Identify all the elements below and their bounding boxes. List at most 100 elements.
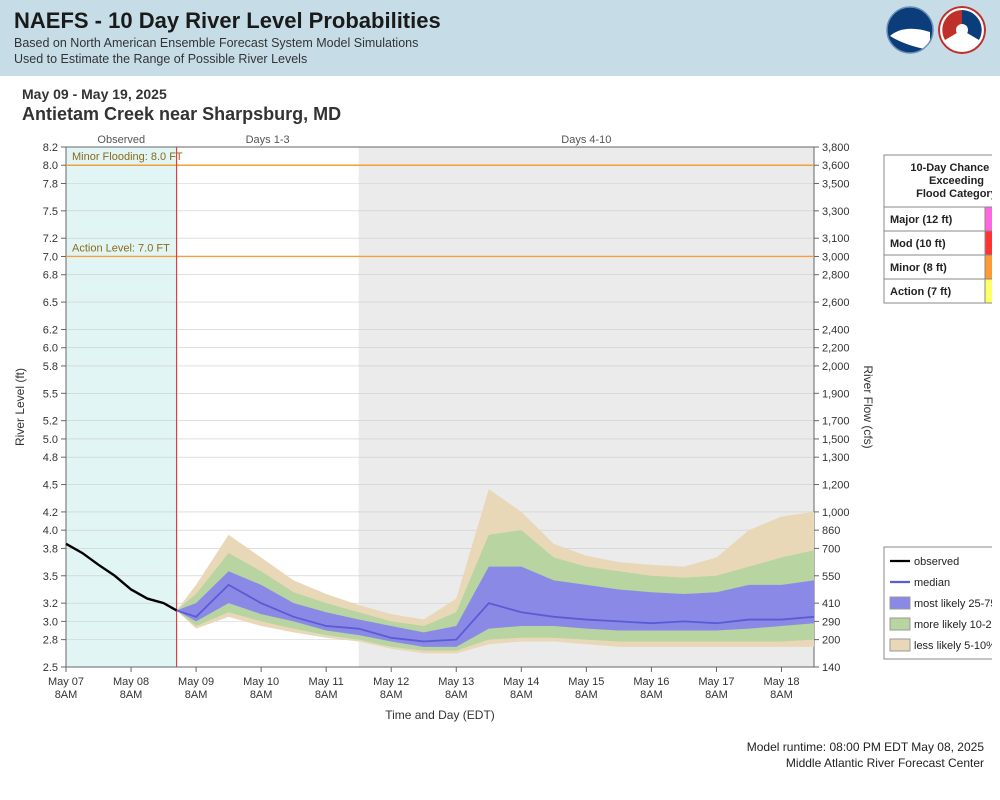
y-left-tick: 2.8 <box>43 635 58 647</box>
x-tick-date: May 18 <box>763 676 799 688</box>
legend-swatch <box>890 618 910 630</box>
days1-3-label: Days 1-3 <box>246 134 290 146</box>
y-left-tick: 7.0 <box>43 251 58 263</box>
x-tick-time: 8AM <box>380 689 403 701</box>
y-right-tick: 700 <box>822 543 840 555</box>
model-runtime: Model runtime: 08:00 PM EDT May 08, 2025 <box>0 739 984 755</box>
y-right-tick: 1,900 <box>822 388 850 400</box>
x-tick-date: May 07 <box>48 676 84 688</box>
action-label: Action Level: 7.0 FT <box>72 242 170 254</box>
y-right-tick: 2,000 <box>822 361 850 373</box>
x-tick-time: 8AM <box>185 689 208 701</box>
footer: Model runtime: 08:00 PM EDT May 08, 2025… <box>0 733 1000 791</box>
y-left-tick: 2.5 <box>43 662 58 674</box>
agency-logos <box>886 6 986 54</box>
y-right-tick: 2,600 <box>822 297 850 309</box>
legend-label: observed <box>914 556 959 568</box>
y-left-tick: 6.5 <box>43 297 58 309</box>
x-tick-date: May 12 <box>373 676 409 688</box>
y-right-tick: 3,100 <box>822 233 850 245</box>
legend-label: median <box>914 577 950 589</box>
x-tick-time: 8AM <box>770 689 793 701</box>
location-name: Antietam Creek near Sharpsburg, MD <box>22 104 986 125</box>
y-left-tick: 5.5 <box>43 388 58 400</box>
x-tick-time: 8AM <box>510 689 533 701</box>
flood-category-label: Mod (10 ft) <box>890 238 946 250</box>
y-right-tick: 3,500 <box>822 178 850 190</box>
flood-category-label: Major (12 ft) <box>890 214 953 226</box>
date-range: May 09 - May 19, 2025 <box>22 86 986 102</box>
legend-swatch <box>890 597 910 609</box>
x-tick-date: May 08 <box>113 676 149 688</box>
y-left-tick: 6.0 <box>43 343 58 355</box>
x-tick-date: May 16 <box>633 676 669 688</box>
y-left-tick: 3.8 <box>43 543 58 555</box>
page-title: NAEFS - 10 Day River Level Probabilities <box>14 8 986 34</box>
noaa-logo-icon <box>886 6 934 54</box>
flood-category-label: Minor (8 ft) <box>890 262 947 274</box>
y-right-tick: 3,000 <box>822 251 850 263</box>
header: NAEFS - 10 Day River Level Probabilities… <box>0 0 1000 76</box>
y-right-tick: 2,800 <box>822 270 850 282</box>
subtitle-2: Used to Estimate the Range of Possible R… <box>14 52 986 66</box>
y-right-tick: 550 <box>822 571 840 583</box>
observed-region <box>66 147 177 667</box>
river-level-chart: ObservedDays 1-3Days 4-102.51402.82003.0… <box>8 133 992 728</box>
flood-category-color <box>985 255 992 279</box>
forecast-center: Middle Atlantic River Forecast Center <box>0 755 984 771</box>
y-right-tick: 1,000 <box>822 507 850 519</box>
y-left-tick: 6.8 <box>43 270 58 282</box>
subtitle-1: Based on North American Ensemble Forecas… <box>14 36 986 50</box>
flood-table-title: 10-Day Chance of <box>910 162 992 174</box>
y-left-tick: 4.5 <box>43 480 58 492</box>
y-right-tick: 1,500 <box>822 434 850 446</box>
minor_flood-label: Minor Flooding: 8.0 FT <box>72 151 183 163</box>
x-tick-time: 8AM <box>55 689 78 701</box>
y-left-tick: 7.2 <box>43 233 58 245</box>
x-tick-time: 8AM <box>640 689 663 701</box>
y-right-axis-label: River Flow (cfs) <box>861 365 875 448</box>
flood-category-color <box>985 231 992 255</box>
y-right-tick: 1,700 <box>822 416 850 428</box>
legend-label: most likely 25-75% <box>914 598 992 610</box>
x-tick-date: May 10 <box>243 676 279 688</box>
days4-10-label: Days 4-10 <box>561 134 611 146</box>
y-right-tick: 3,600 <box>822 160 850 172</box>
y-right-tick: 2,400 <box>822 324 850 336</box>
y-left-tick: 4.8 <box>43 452 58 464</box>
y-left-tick: 5.8 <box>43 361 58 373</box>
y-left-tick: 4.0 <box>43 525 58 537</box>
y-left-tick: 6.2 <box>43 324 58 336</box>
x-tick-date: May 13 <box>438 676 474 688</box>
legend-label: less likely 5-10% <box>914 640 992 652</box>
y-right-tick: 2,200 <box>822 343 850 355</box>
x-tick-time: 8AM <box>315 689 338 701</box>
y-left-tick: 3.5 <box>43 571 58 583</box>
flood-category-color <box>985 279 992 303</box>
flood-category-color <box>985 207 992 231</box>
x-tick-time: 8AM <box>120 689 143 701</box>
x-tick-time: 8AM <box>705 689 728 701</box>
y-left-tick: 7.5 <box>43 206 58 218</box>
y-left-tick: 8.2 <box>43 142 58 154</box>
flood-category-label: Action (7 ft) <box>890 286 951 298</box>
y-right-tick: 3,800 <box>822 142 850 154</box>
x-axis-label: Time and Day (EDT) <box>385 708 495 722</box>
x-tick-time: 8AM <box>250 689 273 701</box>
x-tick-date: May 09 <box>178 676 214 688</box>
x-tick-time: 8AM <box>575 689 598 701</box>
y-left-tick: 3.0 <box>43 616 58 628</box>
y-right-tick: 140 <box>822 662 840 674</box>
y-left-tick: 8.0 <box>43 160 58 172</box>
y-right-tick: 290 <box>822 616 840 628</box>
legend-label: more likely 10-25% <box>914 619 992 631</box>
nws-logo-icon <box>938 6 986 54</box>
y-right-tick: 410 <box>822 598 840 610</box>
flood-table-title: Exceeding <box>929 175 984 187</box>
y-right-tick: 3,300 <box>822 206 850 218</box>
y-left-axis-label: River Level (ft) <box>13 368 27 446</box>
chart-container: ObservedDays 1-3Days 4-102.51402.82003.0… <box>8 133 992 733</box>
y-right-tick: 1,200 <box>822 480 850 492</box>
y-right-tick: 1,300 <box>822 452 850 464</box>
y-left-tick: 5.0 <box>43 434 58 446</box>
